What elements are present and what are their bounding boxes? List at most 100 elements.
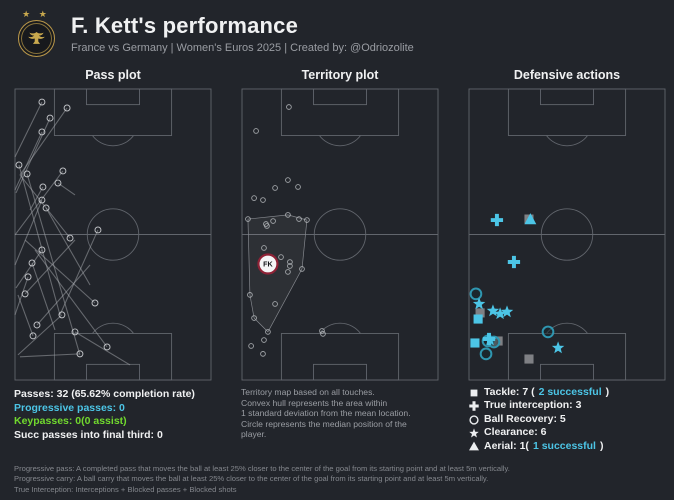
touch-marker xyxy=(296,216,302,222)
legend-label: Tackle: 7 ( xyxy=(484,386,535,398)
pass-line xyxy=(18,164,61,316)
pass-line xyxy=(17,294,34,337)
touch-marker xyxy=(285,269,291,275)
touch-marker xyxy=(251,315,257,321)
pass-end-marker xyxy=(24,273,32,281)
clearance-marker xyxy=(483,333,497,346)
tackle-unsuccessful-marker xyxy=(475,308,485,318)
plus-icon xyxy=(469,401,479,411)
pass-line xyxy=(14,131,43,191)
legend-row-plus: True interception: 3 xyxy=(468,399,666,412)
touch-marker xyxy=(248,343,254,349)
header: ★ ★ F. Kett's performance France vs Germ… xyxy=(0,0,674,59)
pass-stats: Passes: 32 (65.62% completion rate) Progr… xyxy=(14,388,212,442)
pass-line xyxy=(29,186,44,211)
ball-recovery-marker xyxy=(541,325,555,339)
star-icon xyxy=(469,428,479,438)
touch-marker xyxy=(264,223,270,229)
pass-line xyxy=(74,331,131,366)
touch-marker xyxy=(299,266,305,272)
ball-recovery-marker xyxy=(469,287,483,301)
legend-row-square: Tackle: 7 (2 successful) xyxy=(468,386,666,399)
pass-end-marker xyxy=(29,332,37,340)
pass-end-marker xyxy=(38,128,46,136)
clearance-marker xyxy=(493,307,507,320)
territory-note-line: 1 standard deviation from the mean locat… xyxy=(241,408,411,419)
touch-marker xyxy=(272,185,278,191)
pass-end-marker xyxy=(21,290,29,298)
median-position-label: FK xyxy=(263,261,273,269)
touch-marker xyxy=(285,212,291,218)
touch-marker xyxy=(285,177,291,183)
touch-marker xyxy=(287,263,293,269)
legend-highlight: 2 successful xyxy=(538,386,602,398)
square-icon xyxy=(470,389,478,397)
legend-label: Aerial: 1( xyxy=(484,439,529,452)
pass-line xyxy=(34,249,108,348)
convex-hull xyxy=(247,214,308,333)
clearance-marker xyxy=(486,304,500,317)
legend-label: True interception: 3 xyxy=(484,399,582,412)
touch-marker xyxy=(253,128,259,134)
pass-lines xyxy=(14,98,131,366)
aerial-marker xyxy=(524,213,537,225)
touch-marker xyxy=(295,184,301,190)
pass-line xyxy=(59,229,99,316)
touch-marker xyxy=(270,218,276,224)
pass-end-marker xyxy=(33,321,41,329)
legend-label: Ball Recovery: 5 xyxy=(484,412,566,425)
pass-line xyxy=(19,353,80,358)
footnote-line: Progressive carry: A ball carry that mov… xyxy=(14,474,489,484)
clearance-marker xyxy=(472,297,486,310)
touch-marker xyxy=(245,216,251,222)
territory-layer: FK xyxy=(245,104,326,357)
triangle-icon xyxy=(469,441,479,451)
true-interception-marker xyxy=(507,255,521,269)
pass-line xyxy=(45,207,91,286)
pass-end-marker xyxy=(42,204,50,212)
pass-line xyxy=(26,173,81,356)
pass-stat-line: Progressive passes: 0 xyxy=(14,401,125,414)
pitch-markings xyxy=(14,88,212,381)
title-block: F. Kett's performance France vs Germany … xyxy=(71,13,414,54)
pass-stat-line: Passes: 32 (65.62% completion rate) xyxy=(14,388,195,400)
pass-line xyxy=(14,276,29,316)
defensive-actions-title: Defensive actions xyxy=(513,68,621,82)
pass-end-marker xyxy=(28,259,36,267)
territory-note-line: Circle represents the median position of… xyxy=(241,418,407,429)
touch-marker xyxy=(251,195,257,201)
clearance-marker xyxy=(500,305,514,318)
pass-stat-line: Keypasses: 0(0 assist) xyxy=(14,415,127,428)
pass-end-marker xyxy=(39,183,47,191)
touch-marker xyxy=(304,217,310,223)
territory-plot-panel: Territory plot FK Territory map based on… xyxy=(241,63,439,453)
badge-stars-icon: ★ ★ xyxy=(22,9,50,19)
defensive-legend: Tackle: 7 (2 successful) True interceptio… xyxy=(468,386,666,453)
pass-end-marker xyxy=(63,104,71,112)
clearance-marker xyxy=(551,341,565,354)
pass-stat-line: Succ passes into final third: 0 xyxy=(14,428,163,441)
plots-row: Pass plot Passes: 32 (65.62% completion … xyxy=(0,59,674,453)
touch-marker xyxy=(272,301,278,307)
legend-suffix: ) xyxy=(599,439,604,452)
touch-marker xyxy=(261,245,267,251)
legend-row-circle: Ball Recovery: 5 xyxy=(468,413,666,426)
true-interception-marker xyxy=(490,213,504,227)
footnotes: Progressive pass: A completed pass that … xyxy=(14,464,510,495)
defensive-markers xyxy=(469,213,565,364)
touch-marker xyxy=(247,292,253,298)
team-badge: ★ ★ xyxy=(14,9,58,57)
circle-icon xyxy=(469,414,479,425)
touch-marker xyxy=(261,337,267,343)
pitch-markings xyxy=(241,88,439,381)
legend-highlight: 1 successful xyxy=(532,439,596,452)
pass-line xyxy=(24,239,96,304)
touch-marker xyxy=(319,328,325,334)
touch-marker xyxy=(287,259,293,265)
pass-end-marker xyxy=(38,246,46,254)
pass-end-marker xyxy=(94,226,102,234)
eagle-icon xyxy=(27,31,45,44)
pass-end-marker xyxy=(15,161,23,169)
territory-note-line: Territory map based on all touches. xyxy=(241,387,375,397)
pass-plot-pitch xyxy=(14,88,212,381)
